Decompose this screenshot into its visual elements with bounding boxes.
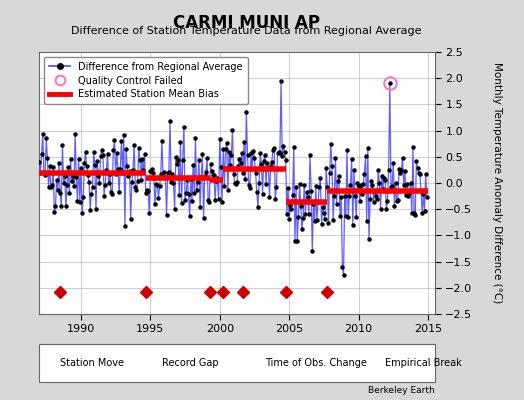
Text: Station Move: Station Move [60,358,124,368]
Text: Record Gap: Record Gap [162,358,219,368]
Text: Time of Obs. Change: Time of Obs. Change [265,358,366,368]
Text: Empirical Break: Empirical Break [385,358,462,368]
Text: Berkeley Earth: Berkeley Earth [368,386,435,395]
Legend: Difference from Regional Average, Quality Control Failed, Estimated Station Mean: Difference from Regional Average, Qualit… [44,57,247,104]
Text: Difference of Station Temperature Data from Regional Average: Difference of Station Temperature Data f… [71,26,421,36]
Y-axis label: Monthly Temperature Anomaly Difference (°C): Monthly Temperature Anomaly Difference (… [492,62,502,304]
Text: CARMI MUNI AP: CARMI MUNI AP [173,14,320,32]
